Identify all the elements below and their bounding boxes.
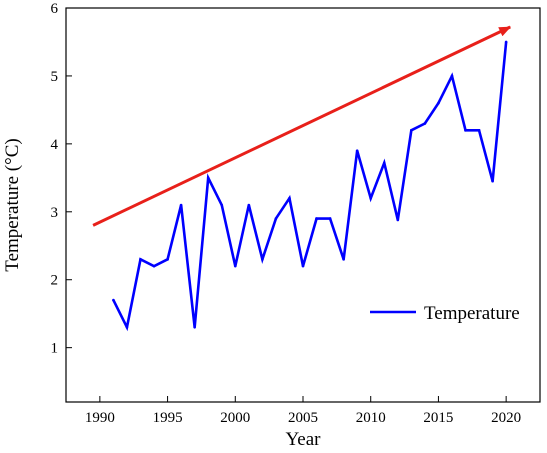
data-point xyxy=(342,258,345,261)
x-tick-label: 1990 xyxy=(85,410,115,426)
y-tick-label: 2 xyxy=(51,273,59,289)
data-point xyxy=(382,161,386,165)
y-axis-title: Temperature (°C) xyxy=(2,138,23,271)
data-point xyxy=(288,196,291,200)
x-axis-ticks: 1990 1995 2000 2005 2010 2015 2020 xyxy=(85,396,521,426)
data-point xyxy=(193,325,196,329)
temperature-series-line xyxy=(112,41,508,332)
data-point xyxy=(233,264,237,268)
data-point xyxy=(112,298,115,302)
data-point xyxy=(396,218,400,222)
data-point xyxy=(125,325,129,329)
x-tick-label: 2020 xyxy=(491,410,521,426)
data-point xyxy=(179,203,183,207)
data-point xyxy=(166,258,169,261)
data-point xyxy=(274,217,278,220)
data-point xyxy=(491,179,494,183)
y-tick-label: 5 xyxy=(51,69,59,85)
series-points xyxy=(112,40,508,329)
y-axis-ticks: 1 2 3 4 5 6 xyxy=(51,1,72,357)
data-point xyxy=(504,40,508,44)
data-point xyxy=(247,203,251,207)
x-tick-label: 2000 xyxy=(220,410,250,426)
y-tick-label: 6 xyxy=(51,1,59,17)
data-point xyxy=(206,176,210,180)
data-point xyxy=(423,122,427,125)
data-point xyxy=(369,196,373,200)
data-point xyxy=(152,264,156,268)
x-tick-label: 2005 xyxy=(288,410,318,426)
x-tick-label: 1995 xyxy=(153,410,183,426)
data-point xyxy=(261,258,264,261)
legend-label: Temperature xyxy=(424,303,520,324)
legend: Temperature xyxy=(370,303,520,324)
data-point xyxy=(477,128,481,132)
data-point xyxy=(301,264,305,268)
data-point xyxy=(464,128,467,132)
data-point xyxy=(437,101,440,105)
data-point xyxy=(220,203,224,207)
x-tick-label: 2010 xyxy=(356,410,386,426)
data-point xyxy=(450,74,454,78)
data-point xyxy=(410,128,413,132)
data-point xyxy=(139,258,142,261)
trend-arrow xyxy=(92,25,512,227)
data-point xyxy=(315,217,318,220)
x-axis-title: Year xyxy=(285,429,321,450)
data-point xyxy=(355,149,359,152)
y-tick-label: 4 xyxy=(51,137,59,153)
x-tick-label: 2015 xyxy=(423,410,453,426)
y-tick-label: 1 xyxy=(51,341,59,357)
y-tick-label: 3 xyxy=(51,205,59,221)
data-point xyxy=(328,217,332,220)
